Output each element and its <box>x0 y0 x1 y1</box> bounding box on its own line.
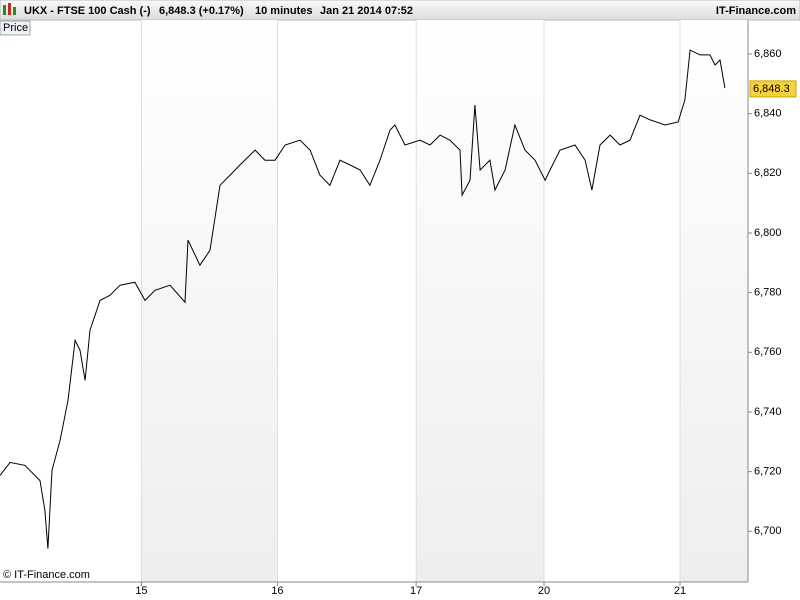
last-price-label: 6,848.3 <box>753 83 790 95</box>
y-tick-label: 6,780 <box>754 287 782 299</box>
symbol: UKX - FTSE 100 Cash (-) <box>24 5 151 17</box>
y-tick-label: 6,700 <box>754 525 782 537</box>
interval: 10 minutes <box>255 5 312 17</box>
price-line <box>0 49 726 549</box>
y-tick-label: 6,860 <box>754 48 782 60</box>
header-bar <box>0 0 800 21</box>
y-tick-label: 6,720 <box>754 466 782 478</box>
app-icon <box>3 3 16 15</box>
copyright: © IT-Finance.com <box>3 569 90 581</box>
day-band <box>416 20 544 582</box>
brand: IT-Finance.com <box>716 5 796 17</box>
x-tick-label: 21 <box>674 585 686 597</box>
x-tick-label: 16 <box>271 585 283 597</box>
quote: 6,848.3 (+0.17%) <box>159 5 244 17</box>
day-band <box>680 20 748 582</box>
x-tick-label: 15 <box>135 585 147 597</box>
y-tick-label: 6,740 <box>754 406 782 418</box>
y-tick-label: 6,820 <box>754 167 782 179</box>
x-tick-label: 20 <box>538 585 550 597</box>
plot-area: 15 16 17 20 21 6,700 6,720 6,740 6,760 6,780 6,800… <box>0 20 797 597</box>
panel-tab <box>0 20 31 36</box>
x-tick-label: 17 <box>410 585 422 597</box>
panel-label: Price <box>3 22 28 34</box>
y-tick-label: 6,800 <box>754 227 782 239</box>
last-price-box <box>749 80 797 98</box>
timestamp: Jan 21 2014 07:52 <box>320 5 413 17</box>
day-band <box>141 20 278 582</box>
y-tick-label: 6,760 <box>754 346 782 358</box>
y-tick-label: 6,840 <box>754 108 782 120</box>
